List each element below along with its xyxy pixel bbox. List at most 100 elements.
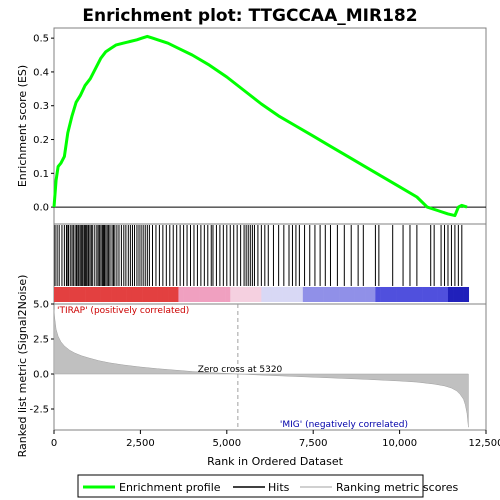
rank-color-bar-segment: [193, 287, 200, 302]
rank-color-bar-segment: [406, 287, 412, 302]
rank-color-bar-segment: [95, 287, 101, 302]
x-axis-label: Rank in Ordered Dataset: [207, 455, 344, 468]
rank-color-bar-segment: [214, 287, 221, 302]
rank-color-bar-segment: [235, 287, 241, 302]
rank-color-bar-segment: [458, 287, 464, 302]
rank-color-bar-segment: [333, 287, 340, 302]
legend: Enrichment profile Hits Ranking metric s…: [77, 474, 458, 498]
ranking-y-tick-label: -2.5: [29, 405, 49, 416]
rank-color-bar-segment: [183, 287, 190, 302]
rank-color-bar-segment: [225, 287, 231, 302]
rank-color-bar-segment: [54, 287, 60, 302]
rank-color-bar-segment: [328, 287, 335, 302]
rank-color-bar-segment: [380, 287, 387, 302]
rank-color-bar-segment: [69, 287, 76, 302]
rank-color-bar-segment: [302, 287, 309, 302]
rank-color-bar-segment: [432, 287, 438, 302]
rank-color-bar-segment: [427, 287, 433, 302]
rank-color-bar-segment: [323, 287, 330, 302]
rank-color-bar-segment: [344, 287, 350, 302]
rank-color-bar-segment: [121, 287, 127, 302]
rank-color-bar-segment: [453, 287, 459, 302]
rank-color-bar-segment: [209, 287, 216, 302]
rank-color-bar-segment: [245, 287, 252, 302]
rank-color-bar-segment: [292, 287, 298, 302]
positive-correlation-label: 'TIRAP' (positively correlated): [57, 306, 189, 316]
x-tick-label: 0: [51, 438, 57, 449]
x-tick-label: 10,000: [382, 438, 417, 449]
rank-color-bar-segment: [142, 287, 148, 302]
rank-color-bar-segment: [447, 287, 454, 302]
rank-color-bar-segment: [261, 287, 267, 302]
es-y-tick-label: 0.1: [33, 169, 49, 180]
rank-color-bar-segment: [282, 287, 288, 302]
rank-color-bar-segment: [271, 287, 278, 302]
ranking-y-axis-label: Ranked list metric (Signal2Noise): [16, 275, 29, 458]
rank-color-bar-segment: [204, 287, 210, 302]
x-tick-label: 12,500: [469, 438, 500, 449]
rank-color-bar-segment: [313, 287, 319, 302]
rank-color-bar-segment: [240, 287, 247, 302]
rank-color-bar-segment: [396, 287, 402, 302]
x-axis: 0 2,500 5,000 7,500 10,000 12,500: [51, 430, 500, 449]
rank-color-bar-segment: [370, 287, 376, 302]
rank-color-bar-segment: [59, 287, 65, 302]
rank-color-bar-segment: [416, 287, 423, 302]
rank-color-bar-segment: [79, 287, 86, 302]
chart-title: Enrichment plot: TTGCCAA_MIR182: [82, 6, 417, 26]
x-tick-label: 5,000: [212, 438, 241, 449]
ranking-metric-area: [53, 309, 469, 428]
es-y-tick-label: 0.0: [33, 203, 49, 214]
ranking-y-tick-label: 5.0: [33, 300, 49, 311]
rank-color-bar-segment: [359, 287, 366, 302]
ranking-panel: -2.5 0.0 2.5 5.0 Zero cross at 5320 'TIRAP' (…: [29, 300, 469, 430]
es-y-tick-label: 0.2: [33, 135, 49, 146]
rank-color-bar-segment: [219, 287, 226, 302]
es-panel-frame: [53, 27, 487, 225]
es-y-tick-label: 0.3: [33, 101, 49, 112]
rank-color-bar-segment: [136, 287, 143, 302]
rank-color-bar-segment: [100, 287, 107, 302]
rank-color-bar-segment: [339, 287, 345, 302]
rank-color-bar-segment: [442, 287, 449, 302]
x-tick-label: 2,500: [126, 438, 155, 449]
rank-color-bar-segment: [199, 287, 205, 302]
rank-color-bar-segment: [401, 287, 407, 302]
legend-ranking-label: Ranking metric scores: [336, 481, 458, 494]
x-tick-label: 7,500: [299, 438, 328, 449]
zero-cross-annotation: Zero cross at 5320: [198, 365, 283, 375]
rank-color-bar-segment: [411, 287, 418, 302]
negative-correlation-label: 'MIG' (negatively correlated): [280, 420, 408, 430]
rank-color-bar-segment: [116, 287, 122, 302]
rank-color-bar-segment: [349, 287, 355, 302]
rank-color-bar-segment: [385, 287, 392, 302]
rank-color-bar-segment: [256, 287, 262, 302]
rank-color-bar-segment: [308, 287, 314, 302]
rank-color-bar-segment: [111, 287, 117, 302]
ranking-y-tick-label: 2.5: [33, 335, 49, 346]
ranking-y-tick-label: 0.0: [33, 370, 49, 381]
legend-box: [77, 474, 424, 498]
rank-color-bar-segment: [90, 287, 96, 302]
rank-color-bar-segment: [390, 287, 397, 302]
rank-color-bar-segment: [64, 287, 70, 302]
rank-color-bar-segment: [287, 287, 293, 302]
legend-hits-label: Hits: [268, 481, 290, 494]
rank-color-bar-segment: [173, 287, 179, 302]
rank-color-bar-segment: [437, 287, 444, 302]
rank-color-bar-segment: [375, 287, 381, 302]
es-y-tick-label: 0.5: [33, 34, 49, 45]
rank-color-bar-segment: [422, 287, 428, 302]
rank-color-bar-segment: [463, 287, 470, 302]
rank-color-bar-segment: [162, 287, 169, 302]
rank-color-bar-segment: [126, 287, 133, 302]
rank-color-bar-segment: [74, 287, 81, 302]
es-y-axis-label: Enrichment score (ES): [16, 65, 29, 187]
rank-color-bar-segment: [230, 287, 236, 302]
rank-color-bar-segment: [318, 287, 324, 302]
rank-color-bar-segment: [365, 287, 371, 302]
rank-color-bar-segment: [105, 287, 112, 302]
rank-color-bar-segment: [85, 287, 91, 302]
rank-color-bar-segment: [266, 287, 273, 302]
